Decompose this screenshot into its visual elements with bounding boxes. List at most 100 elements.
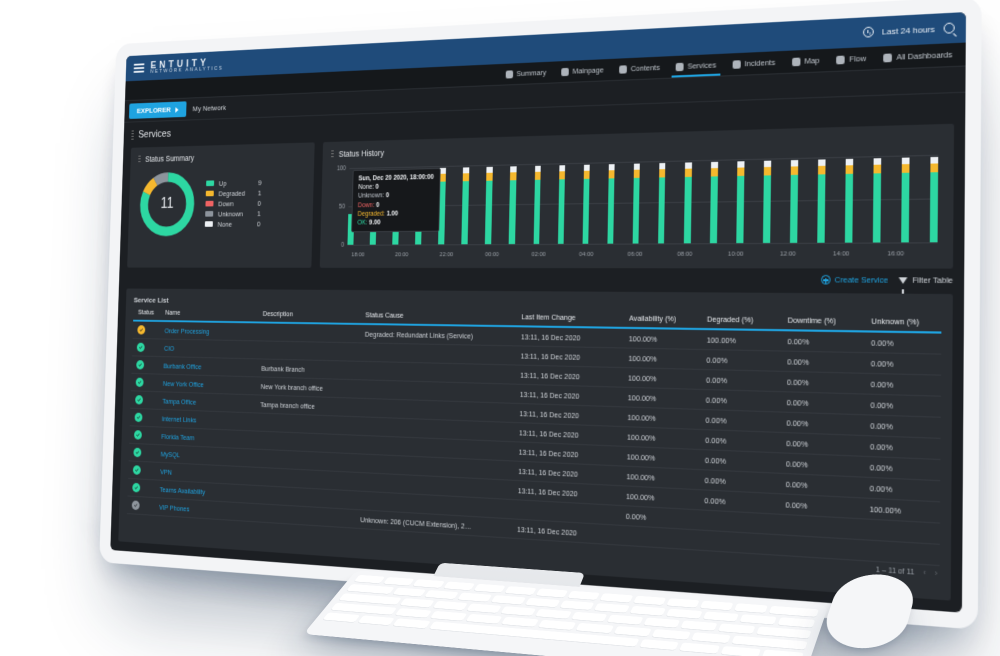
legend-count: 0 (249, 219, 261, 228)
history-bar[interactable] (558, 165, 566, 244)
service-link[interactable]: CIO (164, 344, 174, 353)
status-history-panel: Status History 05010018:0020:0022:0000:0… (320, 124, 954, 269)
history-bar[interactable] (607, 164, 615, 244)
status-legend: Up9Degraded1Down0Unknown1None0 (205, 178, 262, 228)
search-icon[interactable] (944, 22, 955, 33)
breadcrumb[interactable]: My Network (192, 103, 226, 113)
service-link[interactable]: Burbank Office (163, 361, 201, 370)
tab-all-dashboards[interactable]: All Dashboards (881, 44, 954, 68)
pager-next-button[interactable]: › (935, 570, 938, 578)
history-bar[interactable] (763, 160, 771, 243)
col-header[interactable]: Last Item Change (516, 308, 624, 328)
tab-icon (836, 55, 845, 64)
tab-summary[interactable]: Summary (504, 63, 549, 84)
service-link[interactable]: VPN (160, 467, 172, 476)
clock-icon[interactable] (862, 27, 873, 38)
history-bar[interactable] (509, 166, 517, 244)
history-bar[interactable] (790, 160, 798, 243)
pager-range: 1 – 11 of 11 (876, 566, 915, 576)
tab-flow[interactable]: Flow (834, 48, 868, 70)
time-range-label[interactable]: Last 24 hours (882, 24, 935, 36)
legend-swatch (205, 221, 213, 227)
chevron-right-icon (175, 107, 178, 113)
col-header[interactable]: Unknown (%) (865, 312, 942, 333)
legend-count: 1 (250, 188, 262, 197)
status-ok-icon (136, 360, 144, 369)
status-deg-icon (137, 325, 145, 334)
history-bar[interactable] (533, 165, 541, 244)
explorer-button[interactable]: EXPLORER (129, 101, 187, 119)
col-header[interactable]: Availability (%) (623, 309, 701, 329)
tab-icon (883, 53, 892, 62)
plus-icon (821, 275, 831, 285)
filter-table-button[interactable]: Filter Table (899, 275, 953, 285)
history-bar[interactable] (658, 163, 666, 244)
legend-label: Unknown (218, 209, 245, 218)
explorer-label: EXPLORER (137, 106, 171, 115)
status-unk-icon (132, 500, 140, 510)
app-screen: ENTUITY NETWORK ANALYTICS Last 24 hours … (110, 12, 966, 613)
legend-label: None (218, 219, 245, 228)
tab-icon (792, 57, 800, 66)
history-bar[interactable] (684, 162, 692, 243)
create-service-button[interactable]: Create Service (821, 275, 888, 285)
status-donut: 11 (136, 168, 199, 240)
chart-tooltip: Sun, Dec 20 2020, 18:00:00None: 0Unknown… (351, 168, 440, 232)
history-bar[interactable] (845, 158, 853, 242)
col-header[interactable]: Name (160, 304, 258, 322)
tab-services[interactable]: Services (673, 55, 718, 77)
history-bar[interactable] (817, 159, 825, 243)
history-bar[interactable] (873, 158, 881, 243)
menu-icon[interactable] (133, 63, 144, 73)
legend-swatch (206, 191, 214, 197)
service-link[interactable]: MySQL (161, 449, 180, 458)
status-history-title: Status History (339, 148, 384, 159)
tab-icon (732, 60, 740, 69)
status-total: 11 (136, 168, 199, 240)
status-ok-icon (132, 483, 140, 493)
history-bar[interactable] (902, 157, 910, 242)
tab-icon (619, 65, 627, 73)
legend-count: 1 (249, 209, 261, 218)
legend-swatch (205, 201, 213, 207)
pager-prev-button[interactable]: ‹ (923, 570, 926, 578)
status-ok-icon (135, 395, 143, 404)
status-summary-panel: Status Summary 11 Up9Degraded1Down0Unkno… (127, 142, 315, 267)
col-header[interactable]: Downtime (%) (781, 311, 865, 331)
service-link[interactable]: VIP Phones (159, 503, 190, 513)
service-link[interactable]: Teams Availability (159, 485, 205, 496)
legend-label: Down (218, 199, 245, 208)
tab-mainpage[interactable]: Mainpage (559, 60, 606, 81)
status-history-chart: 05010018:0020:0022:0000:0002:0004:0006:0… (328, 150, 942, 260)
service-link[interactable]: Internet Links (162, 414, 197, 424)
status-ok-icon (137, 343, 145, 352)
service-link[interactable]: Tampa Office (162, 396, 196, 406)
col-header[interactable]: Degraded (%) (701, 310, 782, 330)
tab-icon (561, 67, 569, 75)
service-list-panel: Service List StatusNameDescriptionStatus… (118, 289, 953, 601)
col-header[interactable]: Status (133, 304, 161, 321)
tab-icon (676, 62, 684, 71)
history-bar[interactable] (930, 156, 938, 242)
status-ok-icon (134, 430, 142, 440)
status-summary-title: Status Summary (145, 153, 194, 163)
brand-bar: ENTUITY NETWORK ANALYTICS Last 24 hours (126, 12, 966, 81)
service-link[interactable]: Order Processing (164, 326, 209, 335)
status-ok-icon (133, 465, 141, 475)
history-bar[interactable] (462, 167, 470, 244)
tab-incidents[interactable]: Incidents (730, 52, 777, 74)
history-bar[interactable] (485, 166, 493, 244)
tab-contents[interactable]: Contents (617, 58, 662, 79)
tab-map[interactable]: Map (790, 50, 822, 71)
history-bar[interactable] (736, 161, 744, 243)
legend-swatch (205, 211, 213, 217)
legend-count: 0 (249, 199, 261, 208)
history-bar[interactable] (582, 164, 590, 244)
col-header[interactable]: Status Cause (360, 307, 516, 327)
service-link[interactable]: New York Office (163, 379, 204, 389)
history-bar[interactable] (632, 163, 640, 243)
col-header[interactable]: Description (258, 305, 361, 324)
legend-label: Up (219, 178, 246, 187)
service-link[interactable]: Florida Team (161, 432, 194, 442)
history-bar[interactable] (710, 161, 718, 243)
